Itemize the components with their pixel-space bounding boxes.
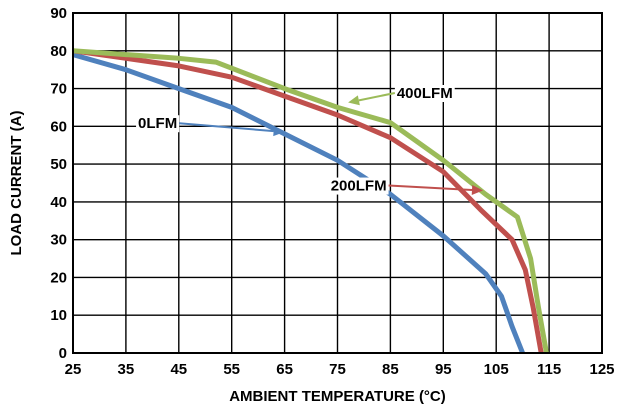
annotation-arrow-line <box>388 184 473 191</box>
annotation-backing <box>136 115 180 133</box>
annotations: 400LFM 0LFM 200LFM <box>136 85 483 195</box>
series-line-400lfm <box>72 48 549 354</box>
y-tick-label: 40 <box>50 194 67 211</box>
x-axis-title: AMBIENT TEMPERATURE (°C) <box>229 388 446 405</box>
x-tick-label: 125 <box>589 361 614 378</box>
x-tick-labels: 25 35 45 55 65 75 85 95 105 115 125 <box>65 361 615 378</box>
x-tick-label: 105 <box>484 361 509 378</box>
annotation-arrowhead <box>471 184 483 195</box>
annotation-backing <box>328 177 389 195</box>
y-tick-labels: 0 10 20 30 40 50 60 70 80 90 <box>50 5 67 362</box>
annotation-label-200lfm: 200LFM <box>331 178 387 195</box>
annotation-label-400lfm: 400LFM <box>397 85 453 102</box>
y-tick-label: 80 <box>50 43 67 60</box>
plot-frame <box>72 12 603 354</box>
annotation-arrow-line <box>179 122 274 133</box>
x-tick-label: 25 <box>65 361 82 378</box>
annotation-backing <box>394 85 455 102</box>
annotation-label-0lfm: 0LFM <box>138 115 177 132</box>
y-tick-label: 10 <box>50 307 67 324</box>
y-tick-label: 0 <box>59 345 67 362</box>
y-tick-label: 70 <box>50 81 67 98</box>
series-lines <box>72 48 549 354</box>
annotation-arrowhead <box>348 95 360 106</box>
y-tick-label: 30 <box>50 232 67 249</box>
x-tick-label: 35 <box>118 361 135 378</box>
x-tick-label: 75 <box>329 361 346 378</box>
x-tick-label: 95 <box>435 361 452 378</box>
y-tick-label: 20 <box>50 269 67 286</box>
y-tick-label: 90 <box>50 5 67 22</box>
x-tick-label: 45 <box>170 361 187 378</box>
y-axis-title: LOAD CURRENT (A) <box>8 111 25 256</box>
x-tick-label: 65 <box>276 361 293 378</box>
y-tick-label: 50 <box>50 156 67 173</box>
x-tick-label: 55 <box>223 361 240 378</box>
y-tick-label: 60 <box>50 118 67 135</box>
annotation-arrowhead <box>273 126 285 137</box>
annotation-arrow-line <box>358 92 396 102</box>
x-tick-label: 115 <box>537 361 561 378</box>
series-line-200lfm <box>72 48 544 354</box>
series-line-0lfm <box>72 52 525 354</box>
x-tick-label: 85 <box>382 361 399 378</box>
